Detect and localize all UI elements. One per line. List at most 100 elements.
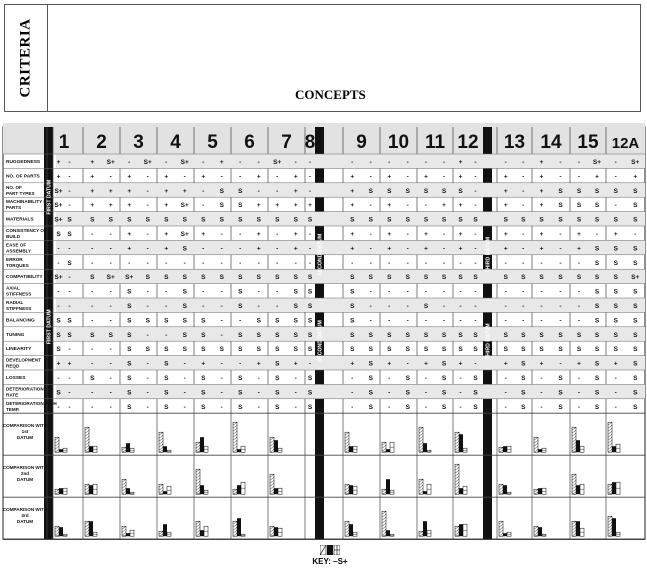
- hatch-line: [232, 492, 238, 495]
- score-mark: +: [459, 361, 463, 368]
- score-mark: -: [110, 389, 112, 396]
- score-mark: S+: [181, 202, 189, 209]
- comparison-s-bar: [59, 527, 63, 537]
- comparison-minus-bar: [344, 431, 350, 453]
- hatch-line: [269, 532, 275, 536]
- hatch-line: [607, 484, 613, 488]
- score-mark: S: [238, 274, 243, 281]
- hatch-line: [84, 493, 90, 495]
- score-mark: -: [147, 202, 149, 209]
- score-mark: -: [407, 317, 409, 324]
- comparison-minus-bar: [158, 483, 164, 495]
- score-mark: +: [424, 245, 428, 252]
- hatch-line: [381, 445, 387, 449]
- score-mark: -: [295, 404, 297, 411]
- key-swatch-icon: [319, 544, 341, 556]
- hatch-line: [454, 535, 460, 537]
- score-mark: -: [165, 159, 167, 166]
- score-mark: S: [127, 404, 132, 411]
- score-mark: -: [165, 303, 167, 310]
- hatch-line: [418, 479, 424, 483]
- score-mark: -: [202, 159, 204, 166]
- score-mark: +: [90, 173, 94, 180]
- score-mark: -: [443, 289, 445, 296]
- score-mark: -: [258, 260, 260, 267]
- hatch-line: [498, 530, 504, 534]
- score-mark: -: [110, 303, 112, 310]
- score-mark: -: [147, 245, 149, 252]
- comparison-label: COMPARISON WITH: [3, 465, 48, 470]
- datum-label: FIRST DATUM: [47, 180, 53, 215]
- score-mark: -: [559, 245, 561, 252]
- score-mark: S: [201, 217, 206, 224]
- hatch-line: [84, 442, 90, 446]
- score-mark: S: [369, 217, 374, 224]
- hatch-line: [54, 440, 60, 444]
- hatch-line: [454, 467, 460, 471]
- score-mark: +: [350, 202, 354, 209]
- score-mark: +: [504, 173, 508, 180]
- score-mark: S: [308, 289, 313, 296]
- hatch-line: [158, 487, 164, 491]
- hatch-line: [84, 524, 90, 528]
- score-mark: -: [165, 332, 167, 339]
- score-mark: +: [633, 173, 637, 180]
- criterion-label: AXIAL: [6, 286, 20, 291]
- score-mark: S: [406, 332, 411, 339]
- hatch-line: [571, 477, 577, 481]
- score-mark: S: [275, 404, 280, 411]
- hatch-line: [195, 524, 201, 528]
- score-mark: +: [459, 173, 463, 180]
- datum-label: FIRST DATUM: [47, 309, 53, 344]
- hatch-line: [232, 489, 238, 493]
- datum-label: SECOND DATUM: [318, 320, 324, 362]
- concept-number: 11: [425, 132, 446, 153]
- comparison-s-bar: [349, 524, 353, 537]
- hatch-line: [195, 484, 201, 488]
- hatch-line: [498, 487, 504, 491]
- hatch-line: [121, 485, 127, 489]
- hatch-line: [195, 469, 201, 473]
- hatch-line: [454, 435, 460, 439]
- criterion-label: MACHINABILITY OF: [6, 199, 50, 204]
- score-mark: S: [183, 274, 188, 281]
- hatch-line: [269, 449, 275, 453]
- score-mark: S: [201, 274, 206, 281]
- score-mark: S: [164, 274, 169, 281]
- score-mark: -: [388, 159, 390, 166]
- hatch-line: [269, 443, 275, 447]
- score-mark: S: [56, 317, 61, 324]
- hatch-line: [607, 425, 613, 429]
- score-mark: -: [91, 231, 93, 238]
- score-mark: -: [578, 404, 580, 411]
- score-mark: -: [443, 159, 445, 166]
- score-mark: S: [275, 317, 280, 324]
- score-mark: S: [238, 346, 243, 353]
- hatch-line: [121, 535, 127, 537]
- criterion-label: MATERIALS: [6, 217, 34, 223]
- hatch-line: [607, 443, 613, 447]
- comparison-s-bar: [163, 446, 167, 453]
- score-mark: -: [309, 245, 311, 252]
- score-mark: -: [202, 188, 204, 195]
- hatch-line: [381, 532, 387, 536]
- score-mark: S+: [144, 159, 152, 166]
- hatch-line: [121, 491, 127, 495]
- score-mark: S: [350, 346, 355, 353]
- score-mark: S: [294, 303, 299, 310]
- score-mark: S: [424, 188, 429, 195]
- score-mark: S: [504, 332, 509, 339]
- hatch-line: [454, 470, 460, 474]
- score-mark: -: [110, 289, 112, 296]
- score-mark: -: [57, 245, 59, 252]
- score-mark: S: [577, 188, 582, 195]
- score-mark: +: [387, 245, 391, 252]
- score-mark: S: [387, 346, 392, 353]
- score-mark: +: [459, 245, 463, 252]
- score-mark: +: [540, 231, 544, 238]
- hatch-line: [344, 438, 350, 442]
- score-mark: -: [295, 375, 297, 382]
- score-mark: S: [350, 303, 355, 310]
- concept-number: 14: [540, 132, 562, 153]
- concept-number: 12A: [612, 135, 640, 152]
